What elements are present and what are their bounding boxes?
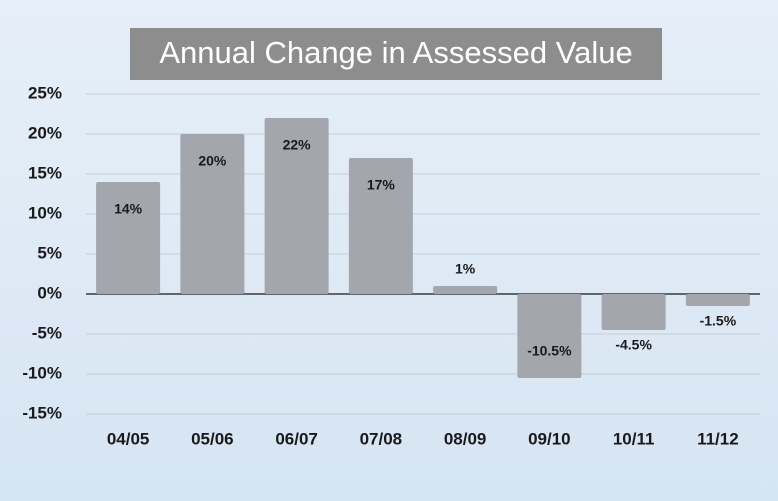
bar	[685, 294, 750, 306]
y-tick-label: 0%	[37, 283, 62, 302]
value-label: -10.5%	[527, 343, 572, 359]
chart-title: Annual Change in Assessed Value	[159, 35, 632, 70]
value-label: -4.5%	[615, 337, 652, 353]
y-tick-label: -10%	[22, 363, 62, 382]
x-tick-label: 09/10	[528, 429, 571, 448]
bar	[96, 182, 161, 294]
x-tick-label: 11/12	[697, 429, 739, 448]
y-tick-label: -15%	[22, 403, 62, 422]
labels: -15% -10% -5% 0% 5% 10% 15% 20% 25% 04/05 14% 05/06…	[22, 83, 738, 448]
x-tick-label: 06/07	[275, 429, 318, 448]
value-label: 20%	[198, 153, 227, 169]
x-tick-label: 08/09	[444, 429, 487, 448]
y-tick-label: 15%	[28, 163, 62, 182]
value-label: -1.5%	[700, 313, 737, 329]
y-tick-label: 10%	[28, 203, 62, 222]
value-label: 1%	[455, 261, 476, 277]
x-tick-label: 10/11	[613, 429, 655, 448]
y-tick-label: 20%	[28, 123, 62, 142]
bar	[264, 118, 329, 294]
bar	[348, 158, 413, 294]
title-box	[130, 28, 662, 80]
x-tick-label: 04/05	[107, 429, 150, 448]
y-tick-label: 5%	[37, 243, 62, 262]
value-label: 17%	[367, 177, 396, 193]
y-tick-label: 25%	[28, 83, 62, 102]
value-label: 22%	[283, 137, 312, 153]
x-tick-label: 05/06	[191, 429, 234, 448]
bar	[517, 294, 582, 378]
value-label: 14%	[114, 201, 143, 217]
bar	[601, 294, 666, 330]
bars	[96, 118, 750, 378]
bar	[433, 286, 498, 294]
bar	[180, 134, 245, 294]
x-tick-label: 07/08	[360, 429, 403, 448]
y-tick-label: -5%	[32, 323, 62, 342]
